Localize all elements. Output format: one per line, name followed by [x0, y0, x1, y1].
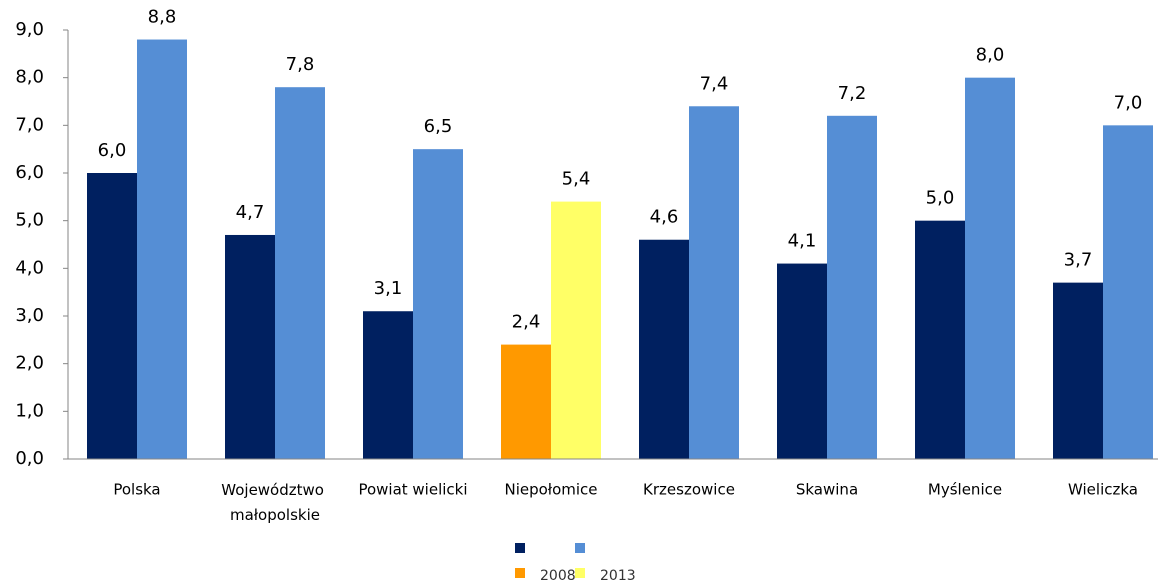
bar	[777, 263, 827, 459]
legend-swatch	[515, 568, 525, 578]
y-tick-label: 1,0	[15, 400, 44, 421]
value-label: 4,6	[650, 207, 679, 228]
value-label: 5,0	[926, 188, 955, 209]
x-tick-label: Myślenice	[928, 481, 1002, 499]
bar	[87, 173, 137, 459]
bar	[501, 344, 551, 459]
value-label: 8,0	[976, 45, 1005, 66]
value-label: 5,4	[562, 169, 591, 190]
bar	[225, 234, 275, 459]
x-tick-label: Województwo małopolskie	[221, 481, 328, 524]
x-tick-label: Skawina	[796, 481, 858, 499]
value-label: 6,0	[98, 140, 127, 161]
bar	[1103, 125, 1153, 459]
value-label: 7,0	[1114, 92, 1143, 113]
value-label: 8,8	[148, 7, 177, 28]
y-tick-label: 8,0	[15, 67, 44, 88]
y-tick-label: 2,0	[15, 353, 44, 374]
value-label: 6,5	[424, 116, 453, 137]
value-label: 7,8	[286, 54, 315, 75]
bar	[137, 39, 187, 460]
bar	[915, 220, 965, 459]
y-tick-label: 4,0	[15, 257, 44, 278]
value-label: 3,7	[1064, 250, 1093, 271]
value-label: 3,1	[374, 278, 403, 299]
bar	[639, 239, 689, 459]
value-label: 7,2	[838, 83, 867, 104]
x-tick-label: Polska	[113, 481, 160, 499]
y-tick-label: 5,0	[15, 210, 44, 231]
legend-swatch	[575, 568, 585, 578]
x-tick-label: Krzeszowice	[643, 481, 735, 499]
value-label: 4,1	[788, 231, 817, 252]
value-label: 2,4	[512, 312, 541, 333]
y-tick-label: 6,0	[15, 162, 44, 183]
legend-label: 2008	[540, 568, 576, 584]
value-label: 7,4	[700, 73, 729, 94]
legend-swatch	[575, 543, 585, 553]
y-tick-label: 0,0	[15, 448, 44, 469]
value-label: 4,7	[236, 202, 265, 223]
y-tick-label: 3,0	[15, 305, 44, 326]
legend-label: 2013	[600, 568, 636, 584]
x-tick-label: Niepołomice	[504, 481, 597, 499]
bar	[413, 149, 463, 459]
bar	[1053, 282, 1103, 459]
bar	[827, 115, 877, 460]
bar	[689, 106, 739, 460]
legend-swatch	[515, 543, 525, 553]
bar	[965, 77, 1015, 460]
bar	[551, 201, 601, 459]
bar	[275, 87, 325, 459]
y-tick-label: 7,0	[15, 114, 44, 135]
bar	[363, 311, 413, 459]
x-tick-label: Wieliczka	[1068, 481, 1138, 499]
x-tick-label: Powiat wielicki	[358, 481, 467, 499]
y-tick-label: 9,0	[15, 19, 44, 40]
